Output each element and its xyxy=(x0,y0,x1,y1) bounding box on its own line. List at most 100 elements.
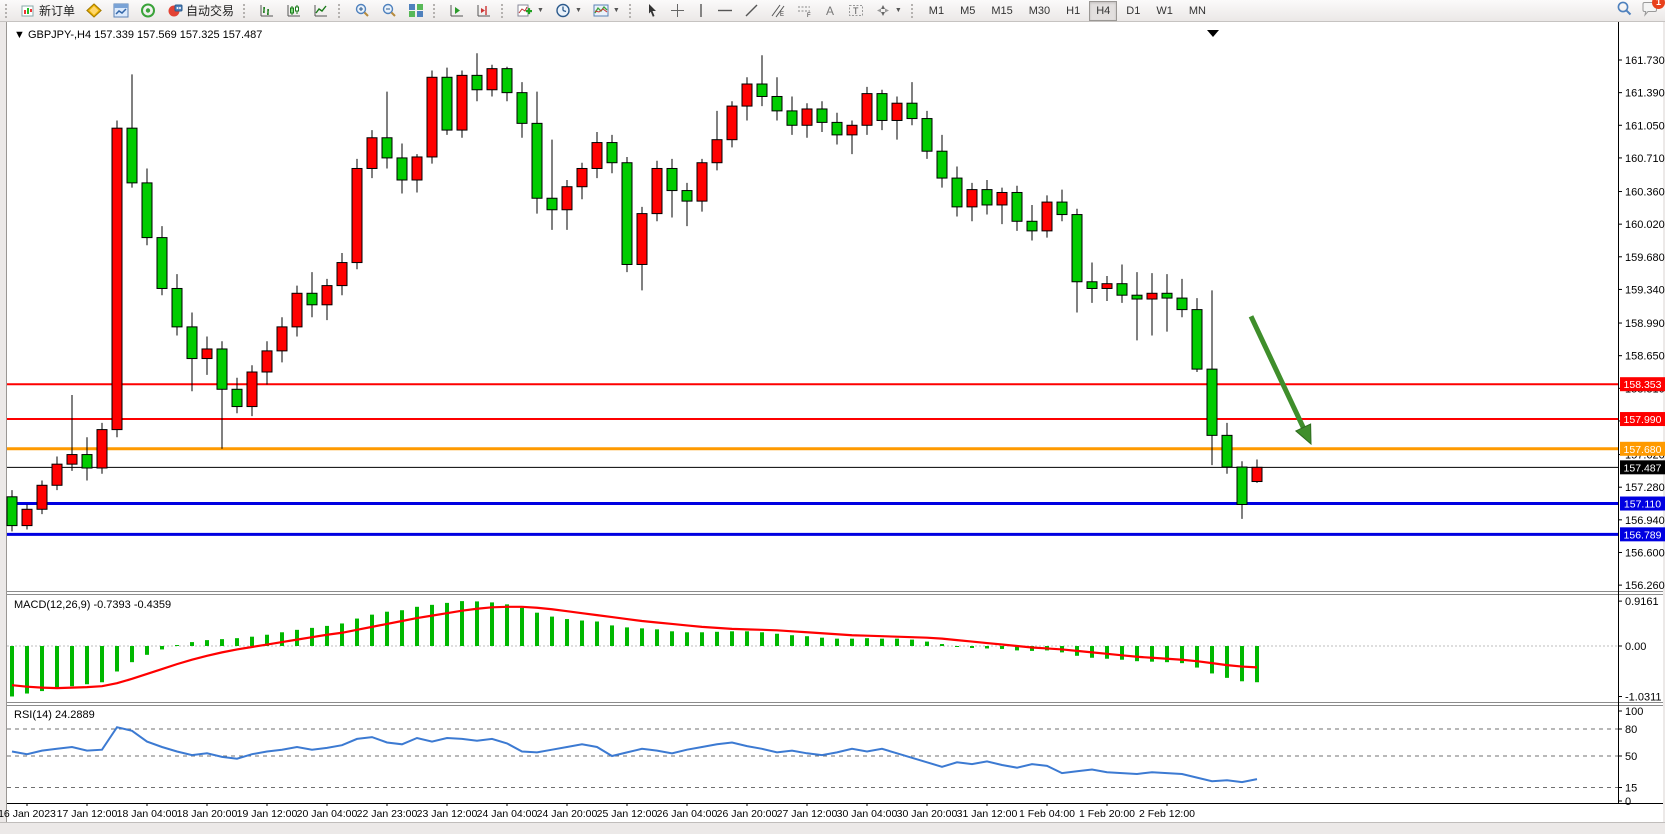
candle-body xyxy=(846,124,858,136)
macd-histogram-bar xyxy=(340,623,344,646)
arrows-tool-button[interactable]: ▼ xyxy=(870,1,907,21)
price-line-badge xyxy=(1620,377,1665,392)
macd-histogram-bar xyxy=(55,646,59,689)
trend-arrow-annotation[interactable] xyxy=(1248,315,1308,433)
timeframe-button-m1[interactable]: M1 xyxy=(928,4,945,17)
macd-histogram-bar xyxy=(1210,646,1214,674)
price-tick-label: 160.710 xyxy=(1625,153,1665,165)
macd-histogram-bar xyxy=(580,620,584,646)
macd-pane: MACD(12,26,9) -0.7393 -0.4359 xyxy=(7,599,1618,697)
timeframe-button-h1[interactable]: H1 xyxy=(1066,4,1081,17)
candle-body xyxy=(651,167,663,215)
macd-histogram-bar xyxy=(865,638,869,646)
candlestick-mode-button[interactable] xyxy=(281,1,307,21)
candle-body xyxy=(1011,191,1023,222)
candle-body xyxy=(366,137,378,169)
timeframe-button-mn[interactable]: MN xyxy=(1188,4,1206,17)
search-icon[interactable] xyxy=(1616,0,1633,22)
candle-body xyxy=(1176,297,1188,311)
cursor-tool-button[interactable] xyxy=(640,1,664,21)
macd-tick-label: 0.9161 xyxy=(1625,596,1659,608)
chart-window-button[interactable] xyxy=(108,1,134,21)
candle-body xyxy=(591,142,603,169)
auto-scroll-button[interactable] xyxy=(444,1,470,21)
candle-body xyxy=(816,108,828,123)
candle-body xyxy=(411,156,423,181)
crosshair-tool-button[interactable] xyxy=(665,1,690,21)
macd-histogram-bar xyxy=(985,646,989,649)
candle-body xyxy=(681,190,693,202)
cursor-icon xyxy=(645,3,659,18)
toolbar-grip xyxy=(433,3,440,18)
candle-body xyxy=(51,463,63,486)
vertical-line-tool-button[interactable] xyxy=(691,1,711,21)
toolbar-grip xyxy=(5,3,12,18)
chart-shift-marker[interactable] xyxy=(1207,30,1219,37)
indicators-button[interactable]: ▼ xyxy=(512,1,549,21)
macd-histogram-bar xyxy=(565,619,569,646)
candle-body xyxy=(981,189,993,206)
bar-chart-icon xyxy=(259,3,275,18)
autotrading-button[interactable]: 自动交易 xyxy=(162,1,239,21)
line-chart-mode-button[interactable] xyxy=(308,1,334,21)
notifications-button[interactable]: 1 xyxy=(1641,0,1665,22)
time-tick-label: 2 Feb 12:00 xyxy=(1139,808,1195,820)
periods-button[interactable]: ▼ xyxy=(550,1,587,21)
new-order-icon xyxy=(21,4,36,18)
text-tool-button[interactable]: A xyxy=(819,1,842,21)
time-tick-label: 18 Jan 04:00 xyxy=(117,808,178,820)
timeframe-button-m5[interactable]: M5 xyxy=(960,4,976,17)
price-axis[interactable]: 161.730 161.390 161.050 160.710 160.360 160.0… xyxy=(7,22,1665,808)
macd-histogram-bar xyxy=(1150,646,1154,662)
chart-shift-button[interactable] xyxy=(471,1,497,21)
price-chart-canvas[interactable]: ▼ GBPJPY-,H4 157.339 157.569 157.325 157… xyxy=(0,22,1665,834)
zoom-out-button[interactable] xyxy=(376,1,402,21)
zoom-out-icon xyxy=(381,3,397,18)
macd-histogram-bar xyxy=(790,635,794,646)
candle-body xyxy=(561,186,573,211)
time-tick-label: 25 Jan 12:00 xyxy=(597,808,658,820)
chart-title: ▼ GBPJPY-,H4 157.339 157.569 157.325 157… xyxy=(14,29,262,41)
candle-body xyxy=(1251,466,1263,483)
fibonacci-tool-button[interactable]: F xyxy=(792,1,818,21)
timeframe-button-d1[interactable]: D1 xyxy=(1126,4,1141,17)
new-order-button[interactable]: 新订单 xyxy=(16,1,80,21)
channel-tool-button[interactable]: E xyxy=(765,1,791,21)
time-tick-label: 24 Jan 04:00 xyxy=(477,808,538,820)
market-watch-button[interactable] xyxy=(135,1,161,21)
macd-histogram-bar xyxy=(700,632,704,646)
chart-shift-icon xyxy=(476,3,492,18)
text-label-tool-button[interactable]: T xyxy=(843,1,869,21)
macd-histogram-bar xyxy=(10,646,14,697)
timeframe-button-h4[interactable]: H4 xyxy=(1089,0,1118,21)
candle-body xyxy=(1236,466,1248,505)
horizontal-line-tool-button[interactable] xyxy=(712,1,738,21)
timeframe-button-m30[interactable]: M30 xyxy=(1028,4,1051,17)
time-axis[interactable]: 16 Jan 2023 17 Jan 12:00 18 Jan 04:00 18 Ja… xyxy=(0,803,1195,820)
time-tick-label: 1 Feb 04:00 xyxy=(1019,808,1075,820)
candle-body xyxy=(351,167,363,264)
price-line-badge-label: 157.680 xyxy=(1624,444,1662,456)
candle-body xyxy=(876,93,888,121)
symbols-button[interactable] xyxy=(81,1,107,21)
timeframe-button-w1[interactable]: W1 xyxy=(1156,4,1173,17)
bar-chart-mode-button[interactable] xyxy=(254,1,280,21)
channel-icon: E xyxy=(770,3,786,18)
zoom-in-button[interactable] xyxy=(349,1,375,21)
macd-histogram-bar xyxy=(85,646,89,685)
macd-histogram-bar xyxy=(130,646,134,663)
price-line-badge-label: 158.353 xyxy=(1624,379,1662,391)
toolbar-grip xyxy=(338,3,345,18)
macd-histogram-bar xyxy=(325,625,329,646)
autotrading-label: 自动交易 xyxy=(186,4,235,18)
templates-button[interactable]: ▼ xyxy=(588,1,625,21)
rsi-pane: RSI(14) 24.2889 xyxy=(7,709,1618,788)
tile-windows-button[interactable] xyxy=(403,1,429,21)
timeframe-button-m15[interactable]: M15 xyxy=(991,4,1013,17)
macd-histogram-bar xyxy=(175,645,179,647)
macd-histogram-bar xyxy=(1015,646,1019,651)
candle-body xyxy=(996,191,1008,206)
candle-body xyxy=(471,74,483,91)
trendline-tool-button[interactable] xyxy=(739,1,764,21)
price-line-badge-label: 157.110 xyxy=(1624,499,1661,511)
